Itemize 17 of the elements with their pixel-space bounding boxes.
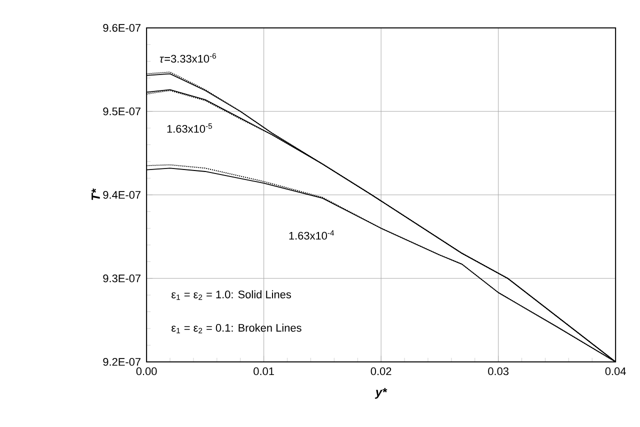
y-tick-label: 9.3E-07	[103, 274, 140, 282]
y-tick-label: 9.2E-07	[103, 358, 140, 366]
y-axis-title: T*	[92, 188, 100, 200]
annotation: τ=3.33x10$^{-6}$	[160, 53, 216, 63]
x-tick-label: 0.00	[136, 367, 157, 376]
x-tick-label: 0.02	[370, 367, 392, 376]
x-tick-label: 0.04	[605, 367, 626, 376]
annotation: 1.63x10$^{-4}$	[289, 230, 334, 240]
y-tick-label: 9.6E-07	[103, 24, 140, 32]
annotation: ε$_{1}$ = ε$_{2}$ = 0.1: Broken Lines	[172, 324, 302, 334]
y-tick-label: 9.5E-07	[103, 108, 140, 116]
x-tick-label: 0.03	[488, 367, 508, 376]
annotation: 1.63x10$^{-5}$	[167, 123, 212, 133]
x-axis-title: y*	[374, 388, 388, 399]
x-tick-label: 0.01	[254, 367, 274, 376]
annotation: ε$_{1}$ = ε$_{2}$ = 1.0: Solid Lines	[172, 290, 292, 300]
y-tick-label: 9.4E-07	[103, 191, 140, 199]
